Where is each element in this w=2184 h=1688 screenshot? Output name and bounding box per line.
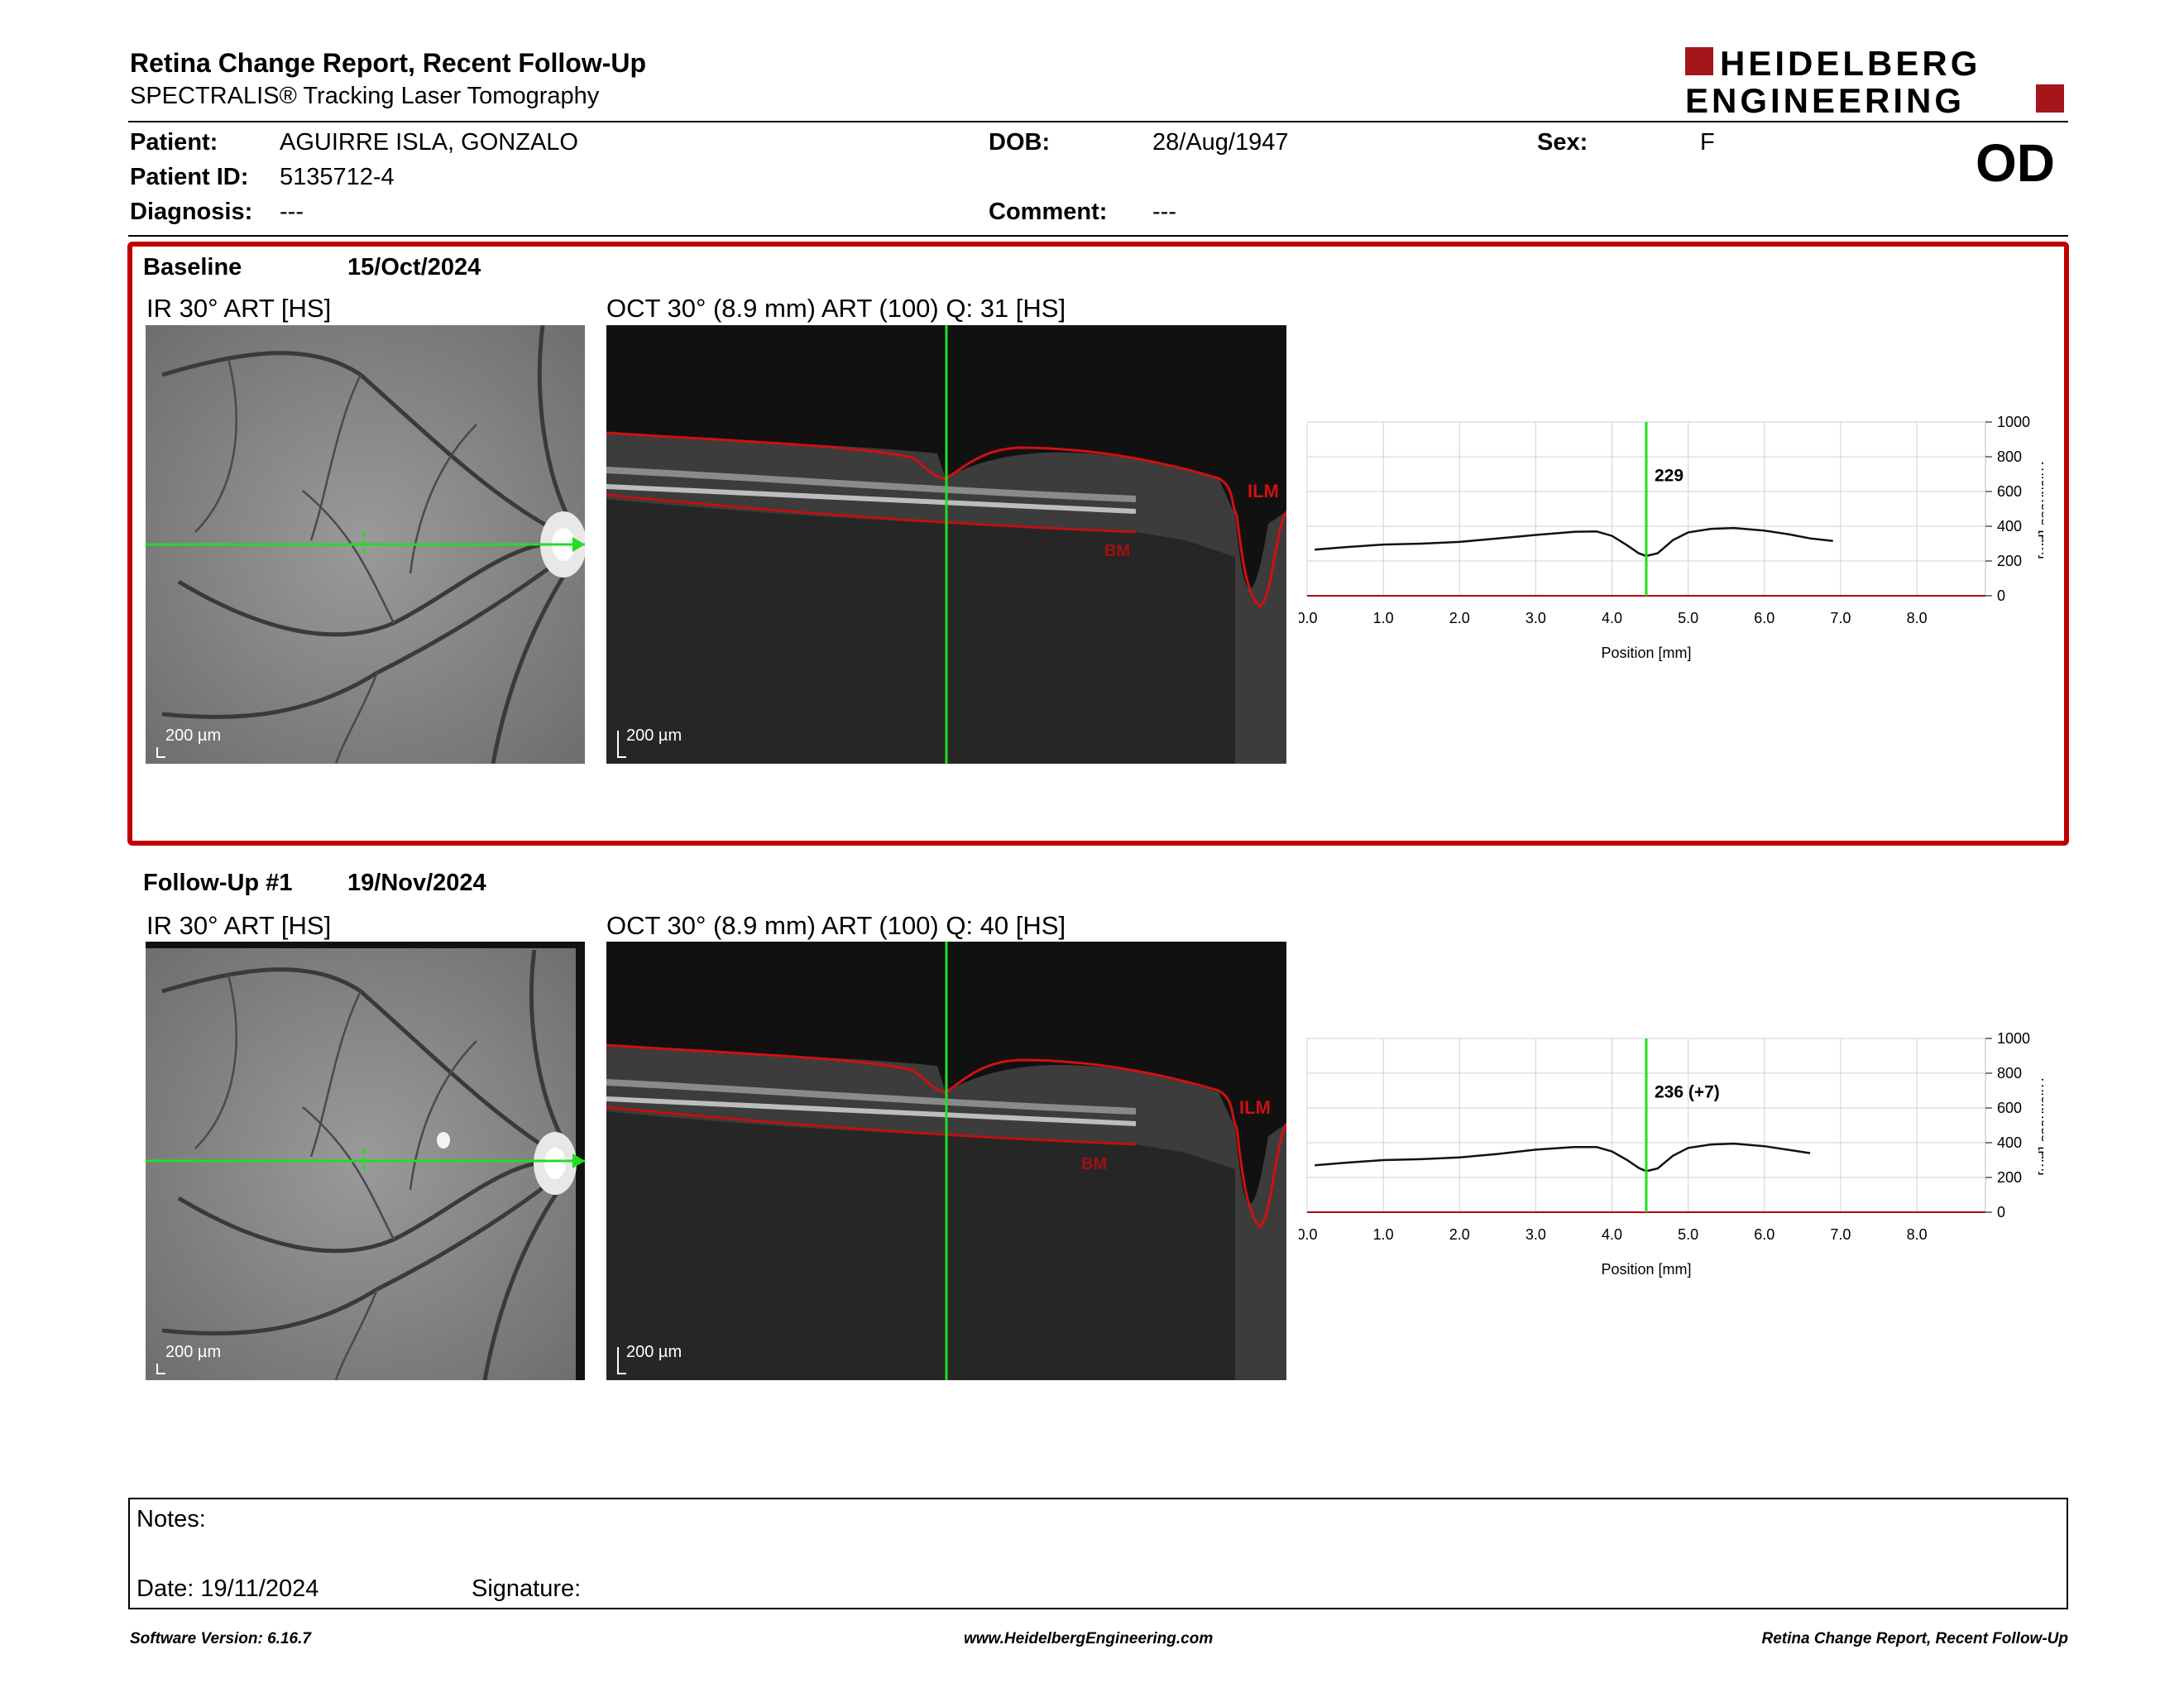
patient-divider <box>128 235 2068 237</box>
dob-label: DOB: <box>989 129 1051 156</box>
y-tick-label: 0 <box>1997 587 2005 604</box>
thickness-line <box>1315 1142 1811 1172</box>
followup-ilm-label: ILM <box>1239 1097 1271 1118</box>
baseline-thickness-chart: 0 200 400 600 800 1000 0.0 1.0 2.0 3.0 4.0 5.0 6.0 7.… <box>1299 414 2043 661</box>
diagnosis-value: --- <box>280 199 304 225</box>
notes-box[interactable]: Notes: Date: 19/11/2024 Signature: <box>128 1498 2068 1609</box>
patient-name: AGUIRRE ISLA, GONZALO <box>280 129 578 156</box>
diagnosis-label: Diagnosis: <box>130 199 253 225</box>
x-tick-label: 5.0 <box>1678 610 1698 626</box>
x-tick-label: 3.0 <box>1525 1226 1546 1243</box>
followup-label: Follow-Up #1 <box>143 870 293 896</box>
footer-software-version: Software Version: 6.16.7 <box>130 1630 311 1647</box>
y-tick-label: 800 <box>1997 1065 2022 1081</box>
y-tick-label: 1000 <box>1997 1030 2030 1047</box>
followup-ir-label: IR 30° ART [HS] <box>146 911 332 940</box>
x-tick-label: 8.0 <box>1907 1226 1928 1243</box>
x-tick-label: 4.0 <box>1602 610 1622 626</box>
followup-oct-scale: 200 µm <box>626 1343 682 1361</box>
x-tick-label: 0.0 <box>1299 610 1318 626</box>
footer-website[interactable]: www.HeidelbergEngineering.com <box>964 1630 1214 1647</box>
followup-thickness-chart: 0 200 400 600 800 1000 0.0 1.0 2.0 3.0 4.0 5.0 6.0 7.… <box>1299 1030 2043 1278</box>
y-tick-label: 1000 <box>1997 414 2030 430</box>
y-tick-label: 200 <box>1997 553 2022 569</box>
thickness-line <box>1315 526 1833 558</box>
patient-id: 5135712-4 <box>280 164 395 190</box>
dob-value: 28/Aug/1947 <box>1152 129 1289 156</box>
y-tick-label: 800 <box>1997 448 2022 465</box>
x-axis-label: Position [mm] <box>1601 1261 1691 1278</box>
notes-date: Date: 19/11/2024 <box>136 1575 319 1602</box>
signature-label: Signature: <box>472 1575 582 1602</box>
footer-report-name: Retina Change Report, Recent Follow-Up <box>1761 1630 2068 1647</box>
y-axis-label: Thickness [µm] <box>2038 1075 2043 1175</box>
x-tick-label: 7.0 <box>1830 610 1851 626</box>
x-axis-label: Position [mm] <box>1601 645 1691 661</box>
x-tick-label: 2.0 <box>1449 1226 1470 1243</box>
header-divider <box>128 121 2068 122</box>
sex-value: F <box>1700 129 1715 156</box>
y-tick-label: 200 <box>1997 1169 2022 1186</box>
x-tick-label: 5.0 <box>1678 1226 1698 1243</box>
notes-label: Notes: <box>136 1506 206 1532</box>
baseline-ir-label: IR 30° ART [HS] <box>146 294 332 323</box>
cursor-value-label: 229 <box>1655 466 1684 485</box>
report-title: Retina Change Report, Recent Follow-Up <box>130 48 647 78</box>
followup-ir-image: 200 µm <box>146 942 585 1380</box>
x-tick-label: 0.0 <box>1299 1226 1318 1243</box>
cursor-value-label: 236 (+7) <box>1655 1082 1720 1101</box>
baseline-oct-scale: 200 µm <box>626 727 682 745</box>
x-tick-label: 8.0 <box>1907 610 1928 626</box>
x-tick-label: 1.0 <box>1373 1226 1394 1243</box>
y-tick-label: 400 <box>1997 518 2022 535</box>
y-tick-label: 600 <box>1997 1100 2022 1116</box>
y-tick-label: 600 <box>1997 483 2022 500</box>
baseline-date: 15/Oct/2024 <box>347 254 481 281</box>
logo-line1: HEIDELBERG <box>1720 45 1980 83</box>
baseline-ir-image: 200 µm <box>146 325 585 764</box>
report-subtitle: SPECTRALIS® Tracking Laser Tomography <box>130 83 600 109</box>
followup-oct-image: ILM BM 200 µm <box>606 942 1286 1380</box>
x-tick-label: 4.0 <box>1602 1226 1622 1243</box>
comment-label: Comment: <box>989 199 1108 225</box>
followup-date: 19/Nov/2024 <box>347 870 486 896</box>
followup-oct-label: OCT 30° (8.9 mm) ART (100) Q: 40 [HS] <box>606 911 1066 940</box>
comment-value: --- <box>1152 199 1176 225</box>
baseline-label: Baseline <box>143 254 242 281</box>
baseline-oct-image: ILM BM 200 µm <box>606 325 1286 764</box>
followup-ir-scale: 200 µm <box>165 1343 222 1361</box>
x-tick-label: 6.0 <box>1754 610 1774 626</box>
x-tick-label: 1.0 <box>1373 610 1394 626</box>
baseline-ilm-label: ILM <box>1248 481 1279 501</box>
eye-indicator: OD <box>1976 133 2055 193</box>
baseline-frame <box>127 242 2069 846</box>
x-tick-label: 2.0 <box>1449 610 1470 626</box>
baseline-oct-label: OCT 30° (8.9 mm) ART (100) Q: 31 [HS] <box>606 294 1066 323</box>
y-tick-label: 0 <box>1997 1204 2005 1220</box>
baseline-ir-scale: 200 µm <box>165 727 222 745</box>
sex-label: Sex: <box>1537 129 1588 156</box>
x-tick-label: 7.0 <box>1830 1226 1851 1243</box>
baseline-bm-label: BM <box>1104 542 1131 560</box>
followup-bm-label: BM <box>1081 1155 1108 1173</box>
logo-line2: ENGINEERING <box>1685 81 1965 116</box>
x-tick-label: 6.0 <box>1754 1226 1774 1243</box>
y-tick-label: 400 <box>1997 1134 2022 1151</box>
heidelberg-logo: HEIDELBERG ENGINEERING <box>1685 45 2064 116</box>
patient-id-label: Patient ID: <box>130 164 249 190</box>
x-tick-label: 3.0 <box>1525 610 1546 626</box>
patient-label: Patient: <box>130 129 218 156</box>
y-axis-label: Thickness [µm] <box>2038 458 2043 559</box>
